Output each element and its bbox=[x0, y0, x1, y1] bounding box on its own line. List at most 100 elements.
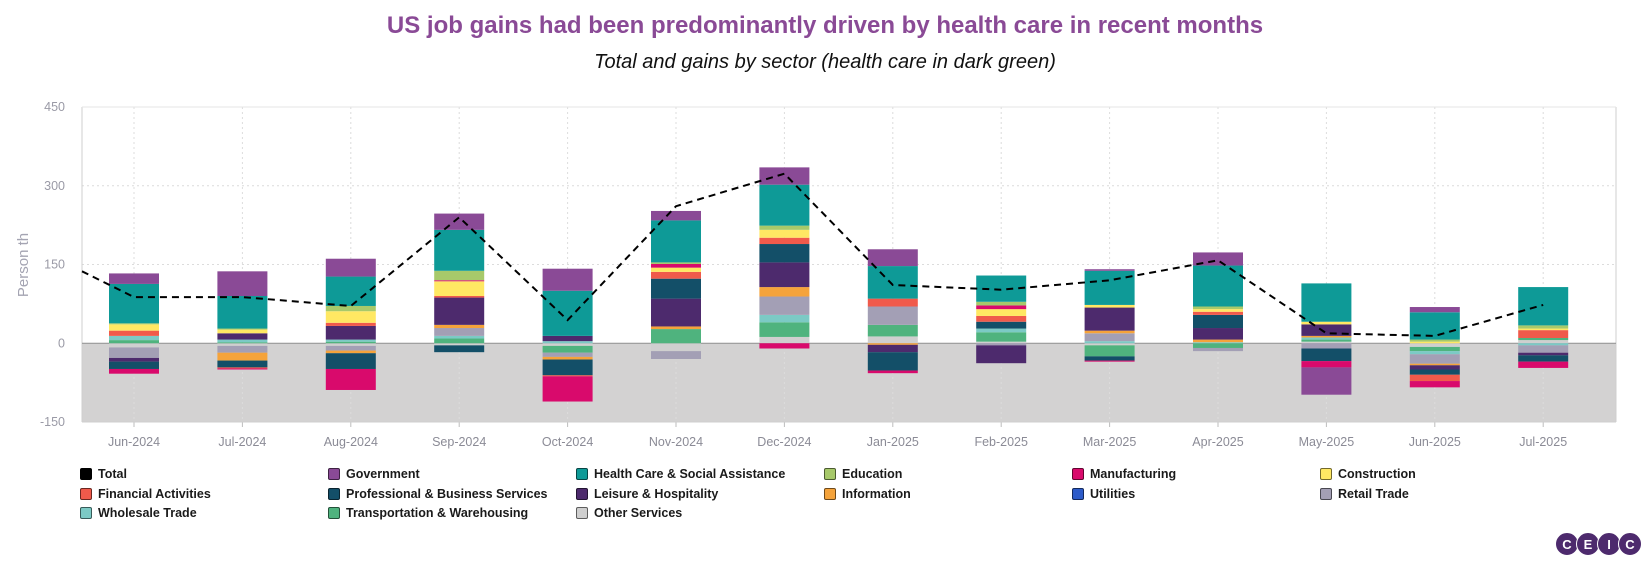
bar-retail-trade bbox=[867, 306, 918, 325]
y-tick-label: 450 bbox=[44, 100, 65, 114]
bar-transportation-and-warehousing bbox=[1084, 345, 1135, 357]
legend-swatch bbox=[1072, 487, 1084, 500]
bar-financial-activities bbox=[976, 315, 1027, 322]
legend-label: Information bbox=[842, 486, 911, 501]
negative-region bbox=[82, 343, 1616, 422]
legend-item-other-services[interactable]: Other Services bbox=[576, 504, 682, 522]
bar-transportation-and-warehousing bbox=[1409, 346, 1460, 352]
x-tick-label: May-2025 bbox=[1299, 435, 1355, 449]
bar-leisure-and-hospitality bbox=[976, 345, 1027, 364]
bar-education bbox=[109, 323, 159, 325]
bar-health-care-and-social-assistance bbox=[542, 290, 593, 336]
bar-wholesale-trade bbox=[1518, 343, 1569, 346]
bar-leisure-and-hospitality bbox=[1301, 324, 1352, 336]
bar-construction bbox=[1193, 309, 1243, 312]
legend-label: Government bbox=[346, 467, 420, 481]
y-tick-label: 150 bbox=[44, 258, 65, 272]
bar-other-services bbox=[325, 343, 376, 346]
bar-education bbox=[651, 262, 701, 264]
legend-item-professional-and-business-services[interactable]: Professional & Business Services bbox=[328, 485, 547, 503]
bar-construction bbox=[217, 329, 268, 334]
bar-construction bbox=[1084, 304, 1135, 308]
legend-item-construction[interactable]: Construction bbox=[1320, 465, 1416, 483]
bar-manufacturing bbox=[1301, 361, 1352, 368]
bar-health-care-and-social-assistance bbox=[434, 229, 485, 271]
legend-item-leisure-and-hospitality[interactable]: Leisure & Hospitality bbox=[576, 485, 718, 503]
bar-professional-and-business-services bbox=[542, 359, 593, 376]
bar-transportation-and-warehousing bbox=[976, 332, 1027, 342]
bar-professional-and-business-services bbox=[1193, 314, 1243, 329]
legend-item-health-care-and-social-assistance[interactable]: Health Care & Social Assistance bbox=[576, 465, 785, 483]
bar-health-care-and-social-assistance bbox=[867, 266, 918, 299]
bar-manufacturing bbox=[434, 280, 485, 282]
legend-label: Manufacturing bbox=[1090, 467, 1177, 481]
legend-item-wholesale-trade[interactable]: Wholesale Trade bbox=[80, 504, 197, 522]
legend-swatch bbox=[576, 487, 588, 500]
legend-item-government[interactable]: Government bbox=[328, 465, 420, 483]
bar-financial-activities bbox=[867, 298, 918, 307]
bar-retail-trade bbox=[217, 345, 268, 353]
bar-wholesale-trade bbox=[1409, 351, 1460, 355]
bar-education bbox=[217, 328, 268, 330]
bar-other-services bbox=[109, 343, 159, 348]
legend-item-retail-trade[interactable]: Retail Trade bbox=[1320, 485, 1409, 503]
bar-construction bbox=[759, 229, 810, 238]
bar-manufacturing bbox=[109, 368, 159, 374]
bar-information bbox=[759, 287, 810, 297]
bar-education bbox=[1409, 339, 1460, 342]
legend-swatch bbox=[824, 468, 836, 480]
bar-transportation-and-warehousing bbox=[434, 338, 485, 344]
bar-government bbox=[325, 258, 376, 277]
x-tick-label: Mar-2025 bbox=[1083, 435, 1137, 449]
bar-financial-activities bbox=[1518, 330, 1569, 338]
bar-financial-activities bbox=[109, 330, 159, 336]
bar-manufacturing bbox=[1084, 360, 1135, 362]
legend-item-transportation-and-warehousing[interactable]: Transportation & Warehousing bbox=[328, 504, 528, 522]
legend-item-information[interactable]: Information bbox=[824, 485, 911, 503]
bar-other-services bbox=[434, 343, 485, 346]
chart-area: -150 0 150 300 450 Jun-2024 Jul-2024 Aug-2024 Se… bbox=[15, 100, 1617, 449]
legend-label: Total bbox=[98, 467, 127, 481]
bar-government bbox=[1084, 269, 1135, 271]
bar-construction bbox=[1518, 328, 1569, 331]
x-tick-label: Sep-2024 bbox=[432, 435, 486, 449]
bar-manufacturing bbox=[867, 370, 918, 374]
legend-swatch bbox=[80, 487, 92, 500]
legend-item-manufacturing[interactable]: Manufacturing bbox=[1072, 465, 1176, 483]
bar-other-services bbox=[651, 343, 701, 352]
bar-manufacturing bbox=[976, 305, 1027, 310]
bar-information bbox=[1084, 330, 1135, 334]
logo-letter: C bbox=[1555, 532, 1579, 556]
bar-financial-activities bbox=[542, 375, 593, 377]
bar-government bbox=[217, 271, 268, 296]
x-tick-label: Jun-2024 bbox=[108, 435, 160, 449]
bar-wholesale-trade bbox=[1301, 337, 1352, 340]
bar-transportation-and-warehousing bbox=[325, 341, 376, 344]
bar-information bbox=[867, 343, 918, 345]
bar-education bbox=[759, 225, 810, 230]
bar-construction bbox=[434, 281, 485, 296]
bar-government bbox=[651, 210, 701, 221]
legend-item-education[interactable]: Education bbox=[824, 465, 902, 483]
x-tick-label: Nov-2024 bbox=[649, 435, 703, 449]
bar-leisure-and-hospitality bbox=[1193, 328, 1243, 340]
bar-government bbox=[1409, 307, 1460, 313]
x-tick-label: Jul-2025 bbox=[1519, 435, 1567, 449]
x-tick-label: Jun-2025 bbox=[1409, 435, 1461, 449]
bar-construction bbox=[325, 311, 376, 323]
bar-education bbox=[1518, 325, 1569, 329]
bar-financial-activities bbox=[217, 367, 268, 369]
bar-manufacturing bbox=[1518, 361, 1569, 368]
bar-professional-and-business-services bbox=[434, 345, 485, 353]
legend-label: Professional & Business Services bbox=[346, 486, 548, 501]
legend-item-financial-activities[interactable]: Financial Activities bbox=[80, 485, 211, 503]
bar-education bbox=[1193, 306, 1243, 310]
legend-item-utilities[interactable]: Utilities bbox=[1072, 485, 1135, 503]
bar-other-services bbox=[1301, 341, 1352, 344]
bar-leisure-and-hospitality bbox=[1084, 307, 1135, 331]
bar-information bbox=[1409, 363, 1460, 366]
bar-transportation-and-warehousing bbox=[1301, 339, 1352, 342]
legend-item-total[interactable]: Total bbox=[80, 465, 127, 483]
x-tick-label: Aug-2024 bbox=[324, 435, 378, 449]
